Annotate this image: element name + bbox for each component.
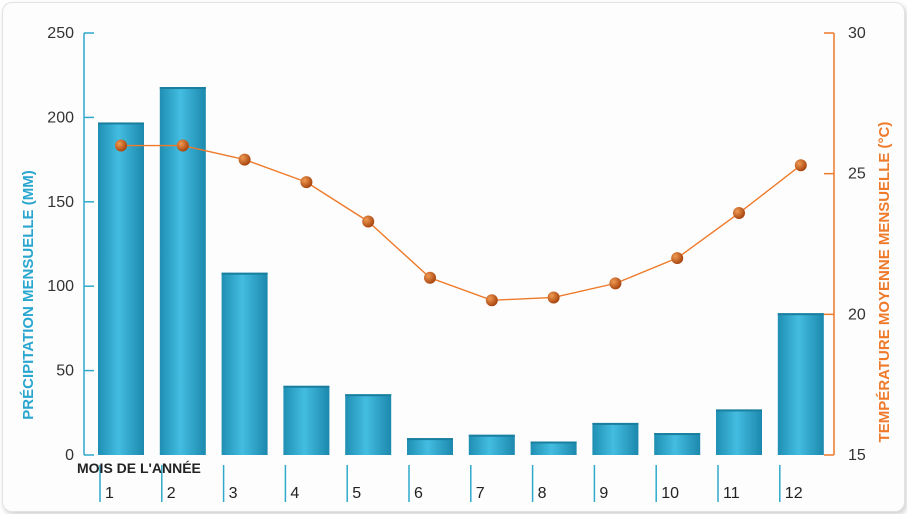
precipitation-bar (777, 313, 824, 455)
month-label: 4 (290, 485, 299, 502)
precipitation-bar (407, 438, 453, 455)
left-tick-label: 100 (47, 278, 74, 295)
month-label: 9 (599, 485, 608, 502)
month-label: 10 (661, 485, 679, 502)
month-label: 12 (785, 485, 803, 502)
left-axis-title: PRÉCIPITATION MENSUELLE (MM) (20, 170, 37, 419)
left-y-axis: 0 50 100 150 200 250 (47, 25, 94, 464)
right-tick-label: 25 (848, 166, 866, 183)
precipitation-bar-top (407, 438, 453, 441)
right-y-axis: 15 20 25 30 (824, 25, 866, 464)
left-tick-label: 0 (65, 447, 74, 464)
temperature-point (733, 207, 745, 220)
temperature-line (121, 144, 802, 301)
month-label: 6 (414, 485, 423, 502)
temperature-point (176, 139, 189, 152)
precipitation-bar (654, 433, 701, 455)
month-label: 7 (476, 485, 485, 502)
precipitation-bar-top (777, 313, 824, 316)
month-label: 5 (352, 485, 361, 502)
precipitation-bar-top (283, 385, 330, 388)
temperature-line-group (115, 139, 807, 307)
precipitation-bar (592, 422, 639, 455)
precipitation-bar-top (468, 434, 515, 437)
x-axis-title: MOIS DE L'ANNÉE (77, 460, 201, 476)
left-tick-label: 150 (47, 194, 74, 211)
right-tick-label: 15 (848, 447, 866, 464)
precipitation-bar (345, 394, 392, 455)
temperature-point (609, 277, 622, 290)
right-axis-title: TEMPÉRATURE MOYENNE MENSUELLE (°C) (876, 122, 893, 443)
precipitation-bar (530, 441, 577, 455)
precipitation-bar (716, 409, 762, 455)
temperature-point (547, 291, 560, 304)
precipitation-bar (98, 122, 144, 456)
precipitation-bar-top (592, 422, 639, 425)
left-tick-label: 200 (47, 109, 74, 126)
precipitation-bar (468, 434, 515, 455)
temperature-point (238, 153, 251, 166)
precipitation-bar-top (159, 87, 206, 90)
precipitation-bar-top (654, 433, 701, 436)
precipitation-bar-top (530, 441, 577, 444)
month-label: 2 (167, 485, 176, 502)
month-label: 3 (229, 485, 238, 502)
month-label: 8 (538, 485, 547, 502)
right-tick-label: 20 (848, 306, 866, 323)
temperature-point (362, 215, 375, 228)
left-tick-label: 50 (56, 363, 74, 380)
x-axis: 1 2 3 4 5 6 7 8 9 10 11 12 (99, 465, 803, 502)
precipitation-bar-top (716, 409, 762, 412)
month-label: 1 (105, 485, 114, 502)
right-tick-label: 30 (848, 25, 866, 42)
temperature-point (671, 252, 684, 265)
temperature-point (485, 294, 498, 307)
precipitation-bars (98, 87, 824, 456)
left-tick-label: 250 (47, 25, 74, 42)
temperature-point (300, 176, 313, 189)
month-label: 11 (723, 485, 740, 502)
temperature-point (424, 271, 436, 284)
precipitation-bar (283, 385, 330, 455)
precipitation-bar (221, 272, 268, 455)
precipitation-bar-top (345, 394, 392, 397)
precipitation-bar-top (98, 122, 144, 125)
temperature-point (794, 159, 807, 172)
temperature-point (115, 139, 127, 152)
precipitation-bar-top (221, 272, 268, 275)
